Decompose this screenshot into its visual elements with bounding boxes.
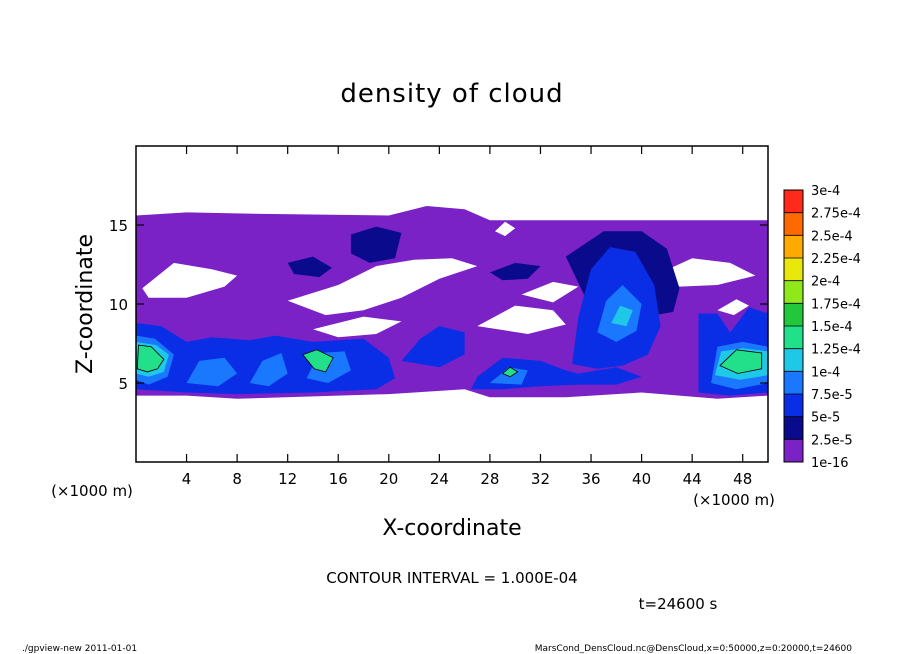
colorbar-swatch: [784, 439, 803, 462]
region-dark-cloud-3: [489, 262, 541, 281]
cloud-regions: [136, 206, 768, 399]
region-green-1: [136, 344, 165, 373]
x-axis-label: X-coordinate: [382, 516, 521, 541]
x-unit-label-left: (×1000 m): [51, 482, 133, 500]
colorbar-label: 1.25e-4: [811, 343, 861, 358]
x-tick-label: 24: [430, 470, 449, 488]
x-tick-label: 28: [480, 470, 499, 488]
x-tick-label: 16: [329, 470, 348, 488]
region-light-3: [249, 353, 288, 387]
x-tick-label: 12: [278, 470, 297, 488]
x-unit-label-right: (×1000 m): [693, 491, 775, 509]
region-green-2: [302, 349, 334, 373]
colorbar-label: 2.5e-5: [811, 433, 853, 448]
region-light-2: [186, 357, 238, 387]
colorbar-label: 3e-4: [811, 184, 840, 199]
contour-interval-text: CONTOUR INTERVAL = 1.000E-04: [326, 569, 577, 587]
region-clear-gap-1: [142, 262, 238, 298]
region-green-4: [501, 366, 519, 378]
chart-title: density of cloud: [340, 79, 563, 109]
footer-left-text: ./gpview-new 2011-01-01: [22, 644, 137, 654]
region-dark-cloud-2: [287, 256, 332, 278]
region-clear-gap-2: [287, 258, 478, 316]
x-tick-label: 40: [632, 470, 651, 488]
footer-right-text: MarsCond_DensCloud.nc@DensCloud,x=0:5000…: [535, 644, 852, 654]
colorbar-swatch: [784, 212, 803, 236]
region-green-3: [719, 349, 763, 374]
region-mid-patch: [401, 326, 465, 368]
colorbar-label: 1e-4: [811, 365, 840, 380]
x-tick-label: 44: [683, 470, 702, 488]
region-clear-gap-5: [521, 281, 579, 303]
x-tick-label: 48: [733, 470, 752, 488]
x-tick-label: 4: [182, 470, 192, 488]
time-text: t=24600 s: [639, 595, 718, 613]
y-axis-label: Z-coordinate: [73, 234, 98, 374]
colorbar: 1e-16 2.5e-5 5e-5 7.5e-5 1e-4 1.25e-4 1.5e-4 1.…: [783, 184, 861, 471]
region-clear-gap-7: [717, 299, 749, 316]
region-dark-cloud-1: [350, 226, 402, 263]
y-tick-label: 10: [109, 296, 128, 314]
colorbar-label: 1e-16: [811, 456, 849, 471]
colorbar-label: 5e-5: [811, 411, 840, 426]
region-clear-gap-3: [313, 316, 402, 338]
y-tick-label: 15: [109, 217, 128, 235]
x-axis-ticks: 4 8 12 16 20 24 28 32 36 40 44 48: [182, 146, 752, 488]
colorbar-swatch: [784, 371, 803, 394]
colorbar-swatch: [784, 235, 803, 258]
region-clear-gap-4: [477, 305, 566, 334]
x-tick-label: 20: [379, 470, 398, 488]
colorbar-swatch: [784, 258, 803, 281]
x-tick-label: 8: [232, 470, 242, 488]
colorbar-label: 2.25e-4: [811, 252, 861, 267]
region-cyan-1: [611, 305, 633, 327]
colorbar-swatch: [784, 303, 803, 326]
colorbar-swatch: [784, 348, 803, 372]
colorbar-swatch: [784, 326, 803, 349]
colorbar-label: 2.5e-4: [811, 229, 853, 244]
y-axis-ticks: 5 10 15: [109, 217, 768, 393]
colorbar-swatch: [784, 416, 803, 440]
colorbar-label: 7.5e-5: [811, 388, 853, 403]
colorbar-swatch: [784, 190, 803, 213]
y-tick-label: 5: [118, 375, 128, 393]
colorbar-swatch: [784, 280, 803, 304]
colorbar-swatch: [784, 394, 803, 417]
colorbar-label: 1.5e-4: [811, 320, 853, 335]
x-tick-label: 36: [581, 470, 600, 488]
colorbar-label: 1.75e-4: [811, 297, 861, 312]
colorbar-label: 2e-4: [811, 275, 840, 290]
x-tick-label: 32: [531, 470, 550, 488]
region-clear-gap-6: [654, 258, 756, 287]
region-clear-hole-top: [495, 221, 516, 237]
colorbar-label: 2.75e-4: [811, 207, 861, 222]
